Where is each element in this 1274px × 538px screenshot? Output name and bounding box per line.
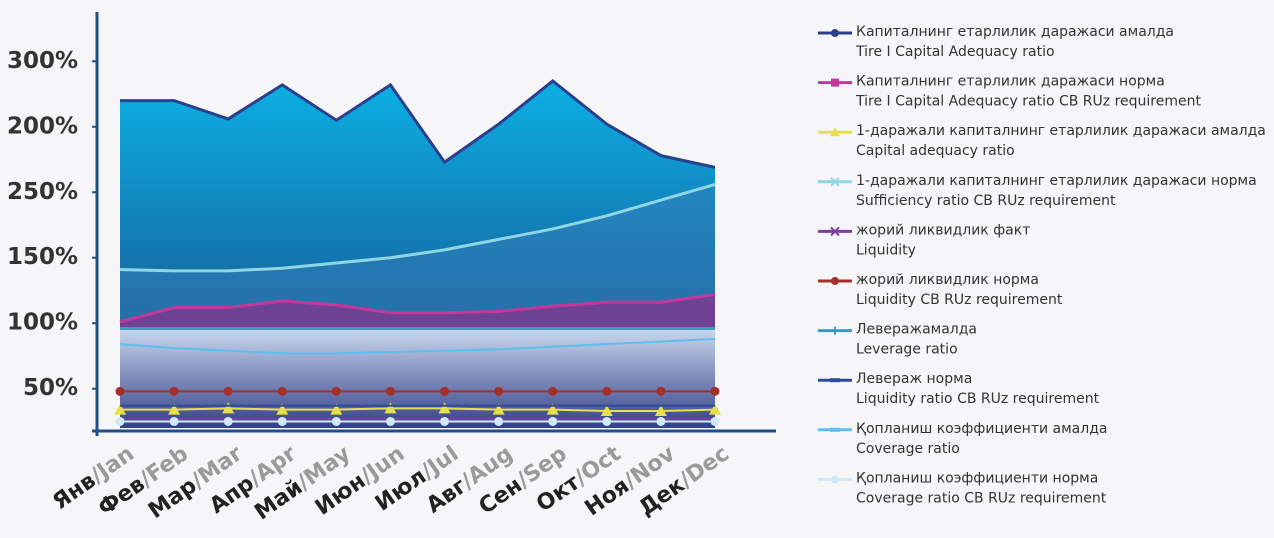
point-marker [710, 386, 720, 396]
point-marker [115, 416, 125, 426]
legend-label: Капиталнинг етарлилик даражаси норма [856, 74, 1165, 90]
legend-label: Coverage ratio CB RUz requirement [856, 490, 1107, 506]
point-marker [277, 386, 287, 396]
point-marker [223, 416, 233, 426]
series-line [120, 407, 716, 412]
series-line [119, 337, 716, 355]
point-marker [494, 386, 504, 396]
legend-label: Coverage ratio [856, 441, 960, 457]
legend-marker [830, 177, 840, 187]
point-marker [710, 416, 720, 426]
point-marker [331, 416, 341, 426]
legend-label: Қопланиш коэффициенти амалда [856, 421, 1107, 437]
legend-marker [831, 475, 839, 484]
legend-marker [831, 326, 839, 335]
legend-label: Левераж норма [856, 371, 972, 387]
legend-label: Liquidity ratio CB RUz requirement [856, 391, 1100, 407]
legend-label: Tire I Capital Adequacy ratio CB RUz req… [855, 94, 1201, 110]
legend-marker [830, 226, 840, 237]
point-marker [709, 403, 721, 415]
y-tick-label: 100% [7, 310, 78, 336]
series-line [120, 79, 716, 169]
point-marker [168, 403, 181, 415]
point-marker [548, 416, 558, 426]
point-marker [602, 386, 612, 396]
point-marker [548, 386, 558, 396]
point-marker [114, 403, 126, 415]
point-marker [385, 386, 395, 396]
legend-label: жорий ликвидлик норма [856, 272, 1039, 288]
legend-label: 1-даражали капиталнинг етарлилик даражас… [856, 123, 1266, 139]
legend-label: Capital adequacy ratio [856, 143, 1015, 159]
legend-marker [831, 29, 839, 37]
point-marker [330, 403, 343, 415]
point-marker [115, 386, 125, 396]
legend-marker [830, 427, 840, 432]
legend-label: Леверажамалда [856, 322, 977, 338]
point-marker [276, 403, 289, 415]
point-marker [277, 416, 287, 426]
point-marker [385, 416, 395, 426]
point-marker [222, 402, 235, 414]
legend-marker [830, 378, 840, 383]
point-marker [384, 402, 397, 414]
series-line [119, 292, 716, 324]
series-line [119, 182, 716, 273]
point-marker [546, 403, 559, 415]
legend-label: Sufficiency ratio CB RUz requirement [856, 193, 1116, 209]
point-marker [656, 416, 666, 426]
x-tick-part: /Dec [675, 441, 734, 493]
legend-label: Leverage ratio [856, 342, 958, 358]
y-tick-label: 300% [7, 48, 78, 74]
legend-label: 1-даражали капиталнинг етарлилик даражас… [856, 173, 1257, 189]
legend-label: Tire I Capital Adequacy ratio [855, 44, 1055, 60]
point-marker [654, 404, 667, 416]
legend-marker [831, 277, 839, 285]
point-marker [656, 386, 666, 396]
legend-marker [831, 78, 839, 87]
y-tick-label: 50% [23, 375, 78, 401]
legend-marker [830, 127, 840, 137]
point-marker [169, 416, 179, 426]
legend-label: Liquidity [856, 242, 916, 258]
y-tick-label: 250% [7, 179, 78, 205]
legend-label: Капиталнинг етарлилик даражаси амалда [856, 24, 1174, 40]
point-marker [331, 386, 341, 396]
point-marker [438, 402, 451, 414]
y-tick-label: 150% [7, 244, 78, 270]
point-marker [440, 386, 450, 396]
point-marker [492, 403, 505, 415]
point-marker [169, 386, 179, 396]
point-marker [602, 416, 612, 426]
legend-label: Қопланиш коэффициенти норма [856, 470, 1098, 486]
point-marker [223, 386, 233, 396]
point-marker [440, 416, 450, 426]
point-marker [600, 404, 613, 416]
point-marker [494, 416, 504, 426]
legend-label: жорий ликвидлик факт [856, 222, 1030, 238]
y-tick-label: 200% [7, 113, 78, 139]
legend-label: Liquidity CB RUz requirement [856, 292, 1063, 308]
